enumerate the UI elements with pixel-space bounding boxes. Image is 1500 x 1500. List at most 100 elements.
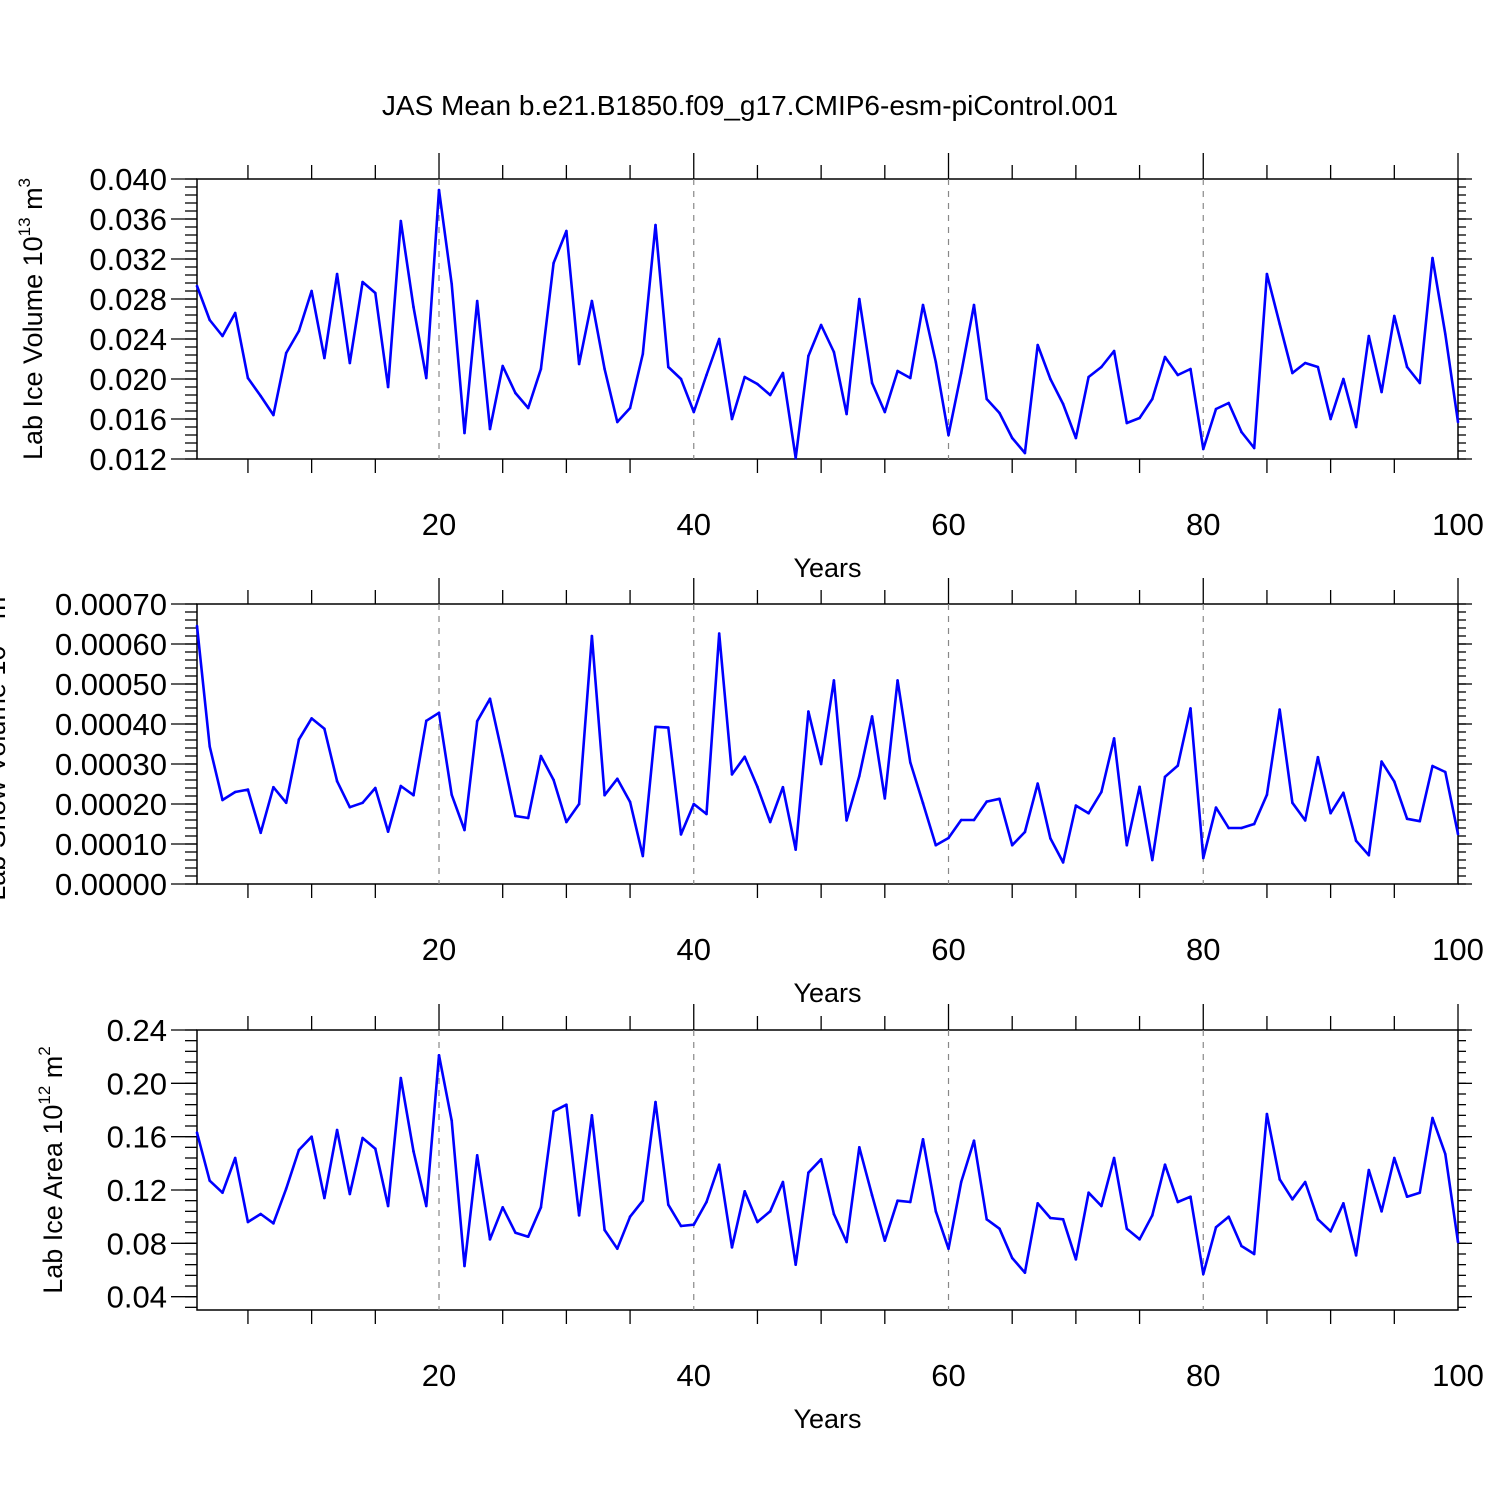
ice-volume-data-point — [616, 420, 619, 424]
ice-area-data-point — [1112, 1156, 1116, 1160]
ice-area-data-point — [896, 1199, 899, 1202]
snow-volume-data-point — [1316, 755, 1320, 759]
ice-volume-data-point — [437, 188, 441, 192]
ice-area-data-point — [374, 1147, 377, 1150]
ice-volume-xtick-label: 100 — [1432, 507, 1484, 542]
ice-area-data-point — [819, 1158, 823, 1161]
ice-area-data-point — [628, 1215, 632, 1218]
ice-area-data-point — [1023, 1271, 1027, 1274]
snow-volume-data-point — [1291, 801, 1294, 805]
snow-volume-data-point — [1393, 780, 1396, 783]
ice-volume-data-point — [1125, 421, 1129, 425]
ice-volume-data-point — [1176, 373, 1180, 377]
ice-volume-data-point — [539, 367, 543, 371]
ice-area-data-point — [1367, 1168, 1371, 1172]
ice-volume-xtick-label: 80 — [1186, 507, 1220, 542]
ice-volume-data-point — [781, 371, 785, 375]
snow-volume-data-point — [1061, 861, 1065, 864]
snow-volume-data-point — [628, 800, 632, 804]
ice-volume-data-point — [1354, 425, 1358, 429]
ice-volume-data-point — [1023, 451, 1027, 455]
snow-volume-data-point — [832, 679, 836, 682]
snow-volume-data-point — [539, 754, 543, 758]
snow-volume-data-point — [1125, 843, 1129, 847]
ice-area-data-point — [1227, 1215, 1231, 1218]
ice-volume-data-point — [1151, 397, 1154, 401]
snow-volume-data-point — [1443, 770, 1447, 774]
snow-volume-data-point — [1342, 791, 1345, 795]
ice-volume-data-point — [845, 412, 848, 416]
ice-area-xtick-label: 100 — [1432, 1358, 1484, 1393]
ice-volume-data-point — [832, 350, 836, 354]
ice-volume-data-point — [1049, 377, 1052, 381]
ice-area-ylabel-main: Lab Ice Area 10 — [38, 1105, 68, 1294]
snow-volume-data-point — [603, 793, 606, 797]
ice-area-data-point — [858, 1146, 861, 1149]
ice-volume-data-point — [603, 367, 606, 371]
ice-area-xtick-label: 60 — [931, 1358, 965, 1393]
ice-volume-data-point — [577, 362, 581, 366]
snow-volume-data-point — [1023, 830, 1027, 834]
ice-area-data-point — [1010, 1256, 1014, 1260]
ice-volume-data-point — [1329, 417, 1332, 421]
snow-volume-xtick-label: 20 — [422, 932, 456, 967]
snow-volume-data-point — [1163, 775, 1167, 779]
ice-volume-data-point — [1342, 377, 1345, 381]
ice-area-data-point — [221, 1191, 224, 1194]
snow-volume-data-point — [323, 727, 326, 731]
ice-area-data-point — [1405, 1195, 1409, 1198]
snow-volume-data-point — [348, 805, 352, 809]
ice-area-xtick-label: 20 — [422, 1358, 456, 1393]
ice-volume-ytick-label: 0.036 — [89, 202, 167, 237]
snow-volume-data-point — [641, 854, 645, 858]
snow-volume-data-point — [1240, 826, 1243, 830]
snow-volume-data-point — [450, 793, 454, 797]
snow-volume-data-point — [666, 726, 670, 729]
ice-volume-data-point — [1074, 436, 1078, 440]
ice-volume-data-point — [921, 303, 925, 307]
ice-area-data-point — [590, 1114, 594, 1117]
ice-area-data-point — [565, 1103, 568, 1106]
snow-volume-data-point — [998, 797, 1001, 801]
ice-volume-data-point — [552, 261, 555, 265]
ice-area-data-point — [1176, 1200, 1180, 1204]
ice-area-ylabel-unit: m — [38, 1056, 68, 1086]
ice-volume-data-point — [1405, 365, 1409, 369]
ice-volume-data-point — [195, 284, 199, 288]
figure-title: JAS Mean b.e21.B1850.f09_g17.CMIP6-esm-p… — [382, 90, 1118, 121]
snow-volume-data-point — [310, 717, 313, 720]
snow-volume-data-point — [1354, 839, 1358, 843]
ice-area-data-point — [743, 1190, 747, 1193]
ice-area-plot-frame — [196, 1029, 1459, 1311]
ice-volume-series-line — [195, 188, 1460, 460]
ice-volume-data-point — [1291, 371, 1294, 375]
ice-area-ytick-label: 0.12 — [107, 1173, 167, 1208]
ice-area-ytick-label: 0.04 — [107, 1280, 167, 1315]
snow-volume-data-point — [246, 788, 250, 791]
ice-volume-data-point — [858, 297, 861, 301]
ice-area-data-point — [1329, 1230, 1332, 1233]
ice-volume-data-point — [896, 369, 899, 373]
ice-volume-ytick-label: 0.020 — [89, 362, 167, 397]
snow-volume-data-point — [463, 828, 466, 832]
ice-area-data-point — [335, 1128, 339, 1132]
ice-area-data-point — [501, 1206, 504, 1209]
snow-volume-data-point — [1074, 804, 1078, 807]
ice-volume-data-point — [743, 375, 747, 379]
ice-area-data-point — [233, 1156, 237, 1160]
ice-area-data-point — [705, 1200, 708, 1204]
snow-volume-data-point — [794, 848, 797, 851]
ice-area-data-point — [323, 1196, 326, 1200]
ice-area-data-point — [1380, 1210, 1383, 1213]
snow-volume-xtick-label: 40 — [677, 932, 711, 967]
snow-volume-data-point — [1456, 832, 1460, 836]
ice-volume-data-point — [794, 456, 797, 460]
snow-volume-data-point — [1036, 782, 1039, 785]
ice-volume-data-point — [310, 289, 313, 293]
ice-area-data-point — [246, 1220, 250, 1224]
ice-volume-data-point — [590, 299, 594, 303]
ice-area-data-point — [883, 1239, 887, 1242]
ice-area-series-line — [195, 1054, 1460, 1276]
ice-area-data-point — [921, 1138, 925, 1141]
snow-volume-data-point — [1176, 764, 1180, 767]
